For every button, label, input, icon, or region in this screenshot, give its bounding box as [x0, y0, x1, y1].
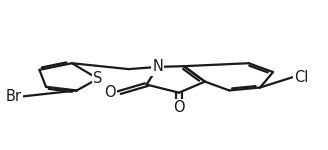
Text: Cl: Cl [294, 70, 309, 85]
Text: O: O [104, 85, 116, 100]
Text: O: O [173, 100, 185, 115]
Text: N: N [153, 59, 163, 74]
Text: Br: Br [6, 89, 22, 104]
Text: S: S [93, 71, 103, 86]
